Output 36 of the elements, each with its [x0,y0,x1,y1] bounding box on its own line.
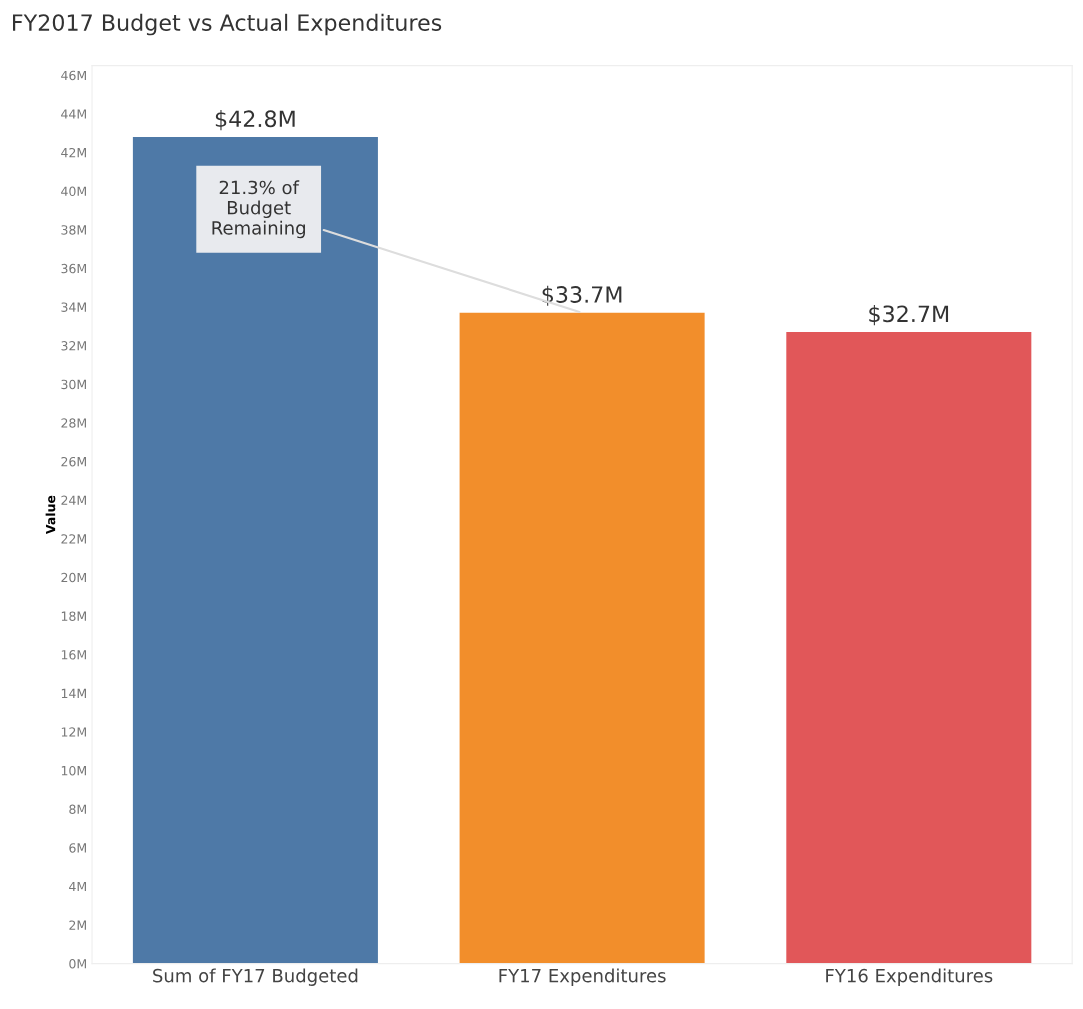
y-tick-label: 34M [61,302,86,312]
y-tick-label: 32M [61,341,86,351]
y-tick-label: 2M [69,920,86,930]
bar [459,312,705,964]
data-label: $33.7M [542,285,622,306]
y-tick-label: 16M [61,650,86,660]
y-tick-label: 4M [69,881,86,892]
y-tick-label: 24M [61,495,86,505]
bar [786,332,1032,964]
y-tick-label: 12M [61,727,86,737]
y-tick-label: 36M [61,263,86,274]
data-label: $32.7M [869,305,949,326]
y-tick-label: 28M [61,418,86,428]
y-tick-label: 0M [69,959,86,969]
y-tick-label: 40M [61,186,86,197]
x-tick-label: FY16 Expenditures [826,968,993,986]
y-tick-label: 22M [61,534,86,544]
chart-title: FY2017 Budget vs Actual Expenditures [13,13,442,36]
y-tick-label: 6M [69,843,86,853]
x-tick-label: FY17 Expenditures [499,968,666,986]
x-tick-label: Sum of FY17 Budgeted [153,968,358,986]
annotation: 21.3% of Budget Remaining [212,180,305,239]
y-tick-label: 26M [61,456,86,467]
y-tick-label: 30M [61,379,86,390]
y-tick-label: 42M [61,147,86,158]
y-tick-label: 38M [61,225,86,235]
y-tick-label: 10M [61,765,86,776]
y-tick-label: 20M [61,572,86,583]
y-tick-label: 46M [61,70,86,81]
y-tick-label: 8M [69,804,86,815]
y-axis-title: Value [45,495,56,535]
data-label: $42.8M [215,109,295,131]
y-tick-label: 18M [61,611,86,621]
bar [132,137,378,964]
y-tick-label: 44M [61,109,86,119]
y-tick-label: 14M [61,688,86,698]
